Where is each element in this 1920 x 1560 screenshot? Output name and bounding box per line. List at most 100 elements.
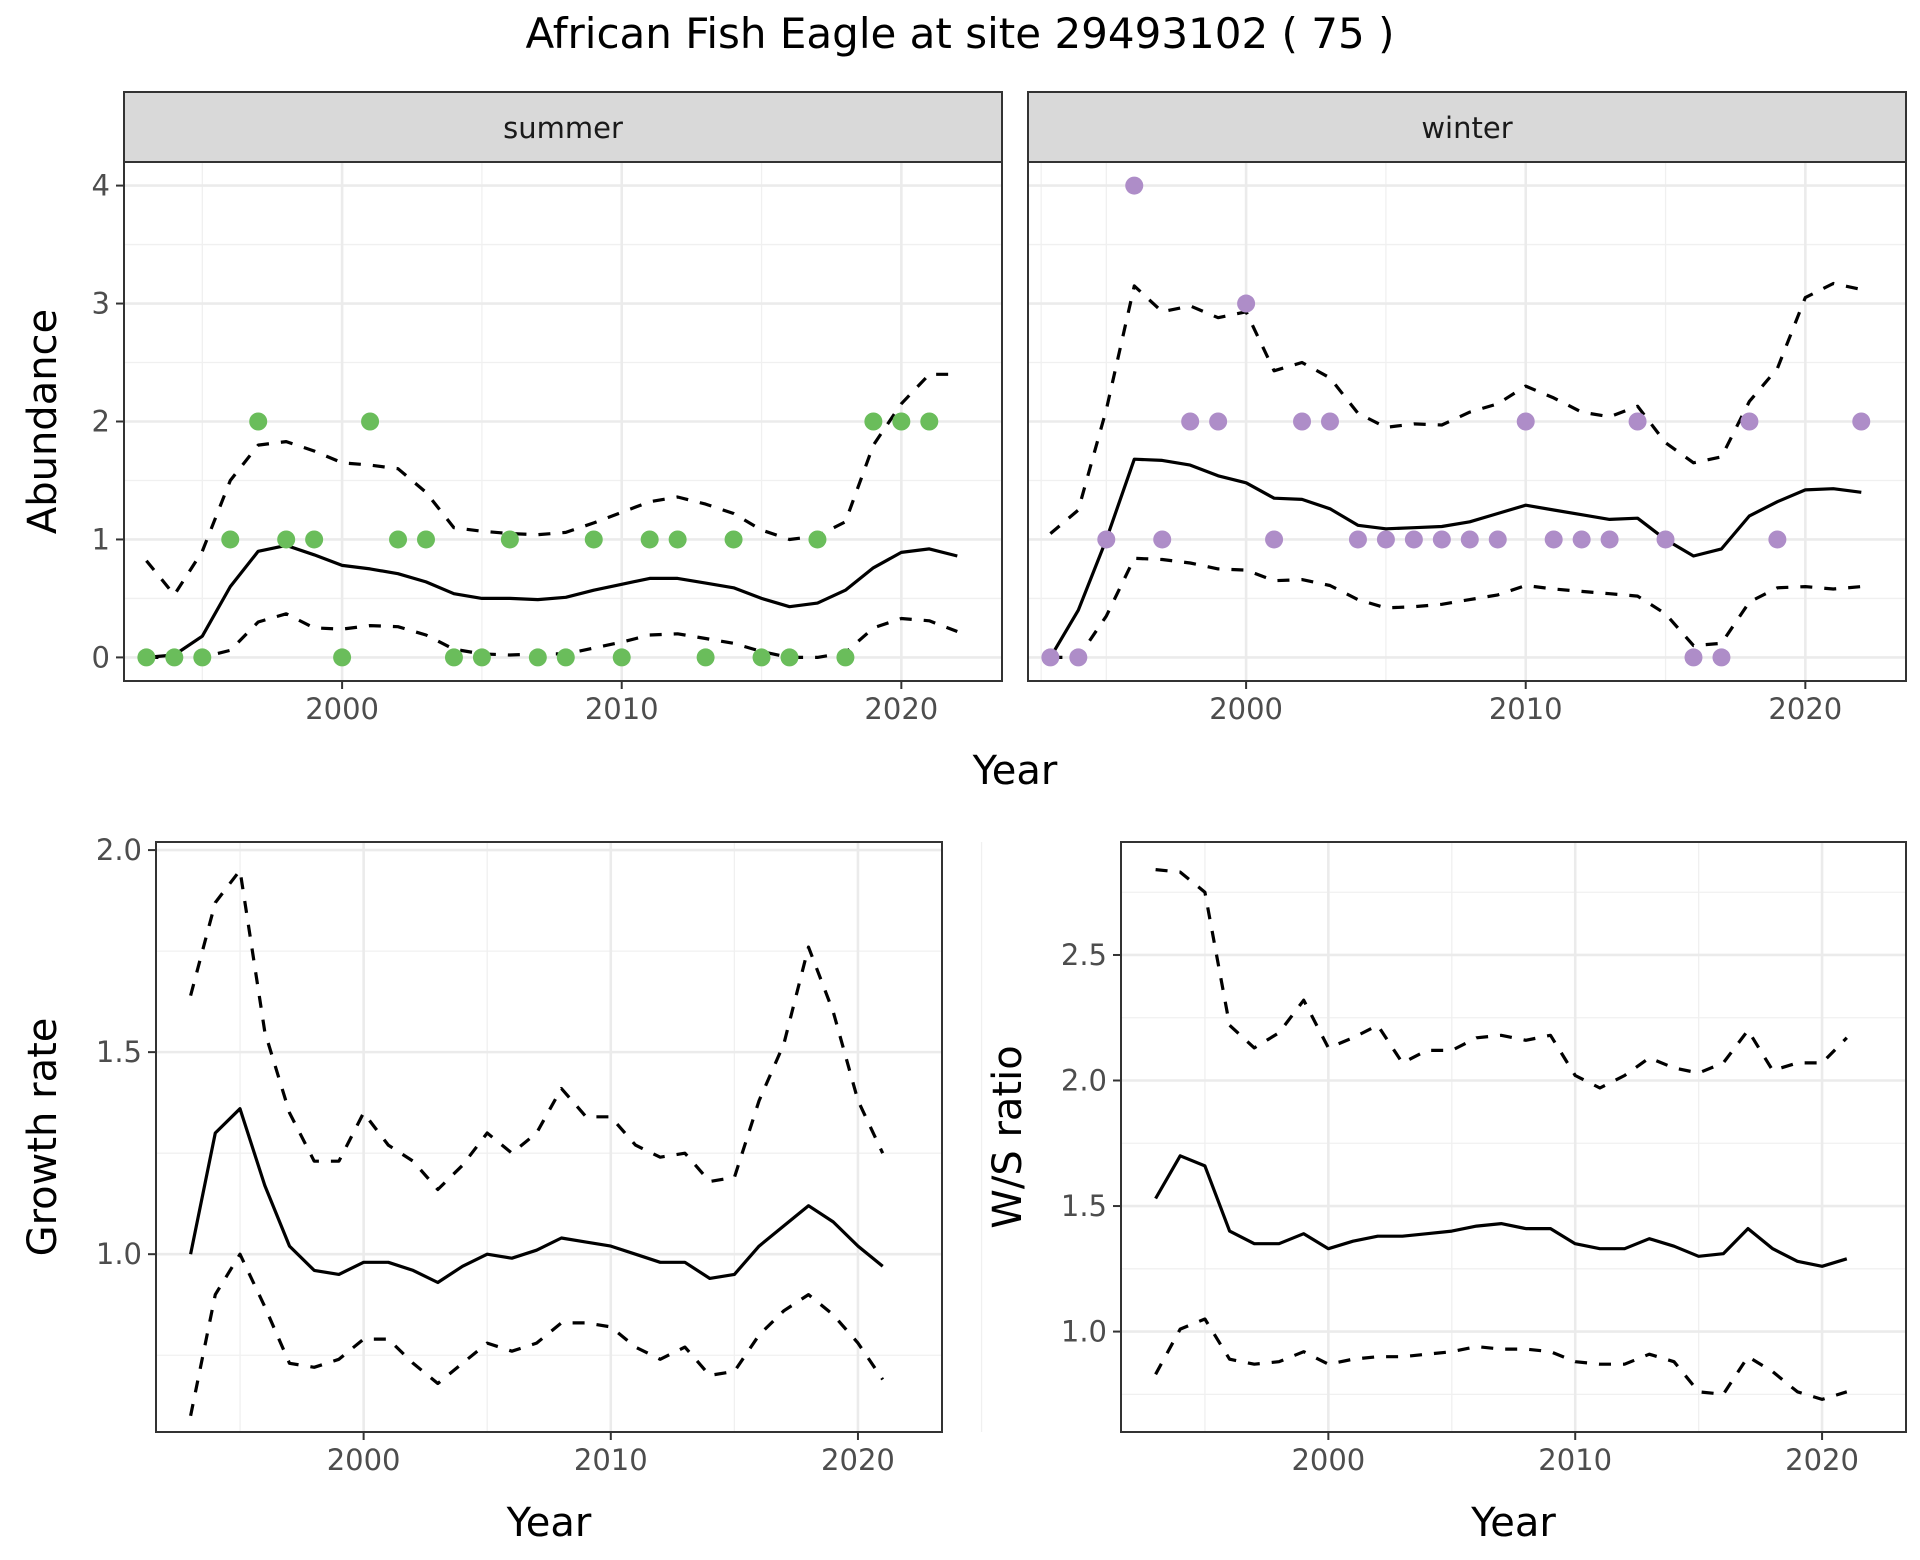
- observation-point: [221, 530, 240, 549]
- observation-point: [1209, 412, 1228, 431]
- observation-point: [584, 530, 603, 549]
- observation-point: [1628, 412, 1647, 431]
- observation-point: [333, 648, 352, 667]
- strip-background: [1027, 91, 1907, 163]
- observation-point: [1740, 412, 1759, 431]
- y-tick-label: 2: [92, 405, 110, 439]
- y-tick-label: 2.0: [96, 833, 142, 867]
- observation-point: [193, 648, 212, 667]
- y-tick-label: 4: [92, 169, 110, 203]
- observation-point: [1460, 530, 1479, 549]
- upper-bound-line: [189, 868, 885, 1192]
- observation-point: [1656, 530, 1675, 549]
- growth-rate-panel: 2000 2010 2020 1.0 1.5 2.0 Growth rate Year: [20, 833, 983, 1546]
- observation-point: [892, 412, 911, 431]
- y-tick-label: 1.0: [96, 1237, 142, 1271]
- ws-ratio-panel: 2000 2010 2020 1.0 1.5 2.0 2.5 W/S ratio Year: [985, 841, 1907, 1546]
- x-tick-label: 2000: [1291, 1443, 1365, 1477]
- observation-point: [1265, 530, 1284, 549]
- observation-point: [1768, 530, 1787, 549]
- observation-point: [165, 648, 184, 667]
- strip-background: [123, 91, 1003, 163]
- observation-point: [1348, 530, 1367, 549]
- panel-border: [1120, 841, 1907, 1433]
- upper-bound-line: [1155, 868, 1848, 1090]
- observation-point: [696, 648, 715, 667]
- mean-line: [189, 1107, 884, 1285]
- x-tick-label: 2000: [327, 1443, 401, 1477]
- lower-bound-line: [146, 612, 958, 659]
- observation-point: [752, 648, 771, 667]
- y-axis-title: W/S ratio: [985, 1045, 1031, 1228]
- observation-point: [249, 412, 268, 431]
- observation-point: [1320, 412, 1339, 431]
- panel-border: [155, 841, 943, 1433]
- y-axis-title: Growth rate: [20, 1018, 66, 1257]
- observation-point: [1600, 530, 1619, 549]
- lower-bound-line: [189, 1252, 885, 1417]
- upper-bound-line: [1049, 281, 1862, 535]
- observation-point: [416, 530, 435, 549]
- observation-point: [1041, 648, 1060, 667]
- observation-point: [277, 530, 296, 549]
- observation-point: [1097, 530, 1116, 549]
- observation-point: [305, 530, 324, 549]
- observation-point: [361, 412, 380, 431]
- observation-point: [1069, 648, 1088, 667]
- x-tick-label: 2010: [574, 1443, 648, 1477]
- observation-point: [528, 648, 547, 667]
- x-tick-label: 2000: [1209, 692, 1283, 726]
- strip-label: winter: [1421, 111, 1512, 145]
- observation-point: [1404, 530, 1423, 549]
- observation-point: [920, 412, 939, 431]
- observation-point: [1544, 530, 1563, 549]
- charts-layer: summer 2000 2010 2020 0 1 2 3 4 Abundance winter 20…: [20, 91, 1907, 1546]
- y-tick-label: 2.0: [1061, 1064, 1107, 1098]
- winter-panel: winter 2000 2010 2020: [1027, 91, 1907, 726]
- observation-point: [1572, 530, 1591, 549]
- observation-point: [1684, 648, 1703, 667]
- x-tick-label: 2010: [1538, 1443, 1612, 1477]
- x-tick-label: 2000: [305, 692, 379, 726]
- x-axis-title: Year: [1470, 1500, 1556, 1546]
- observation-point: [1125, 176, 1144, 195]
- x-tick-label: 2020: [1768, 692, 1842, 726]
- observation-point: [1488, 530, 1507, 549]
- observation-point: [444, 648, 463, 667]
- observation-point: [612, 648, 631, 667]
- mean-line: [1154, 1154, 1848, 1268]
- strip-label: summer: [503, 111, 623, 145]
- figure-title: African Fish Eagle at site 29493102 ( 75…: [526, 9, 1395, 58]
- x-tick-label: 2010: [1489, 692, 1563, 726]
- observation-point: [1153, 530, 1172, 549]
- y-tick-label: 0: [92, 640, 110, 674]
- observation-point: [1376, 530, 1395, 549]
- y-tick-label: 1.5: [96, 1035, 142, 1069]
- shared-x-axis-title: Year: [972, 748, 1058, 794]
- observation-point: [864, 412, 883, 431]
- y-tick-label: 2.5: [1061, 938, 1107, 972]
- y-tick-label: 1.5: [1061, 1189, 1107, 1223]
- y-tick-label: 1: [92, 522, 110, 556]
- observation-point: [472, 648, 491, 667]
- observation-point: [389, 530, 408, 549]
- observation-point: [1852, 412, 1871, 431]
- lower-bound-line: [1050, 556, 1862, 659]
- observation-point: [1432, 530, 1451, 549]
- y-axis-title: Abundance: [20, 309, 66, 534]
- observation-point: [1712, 648, 1731, 667]
- observation-point: [500, 530, 519, 549]
- observation-point: [137, 648, 156, 667]
- x-tick-label: 2020: [1785, 1443, 1859, 1477]
- observation-point: [724, 530, 743, 549]
- x-tick-label: 2010: [585, 692, 659, 726]
- observation-point: [1237, 294, 1256, 313]
- observation-point: [836, 648, 855, 667]
- y-tick-label: 1.0: [1061, 1315, 1107, 1349]
- observation-point: [556, 648, 575, 667]
- observation-point: [1181, 412, 1200, 431]
- x-tick-label: 2020: [864, 692, 938, 726]
- mean-line: [1049, 457, 1862, 659]
